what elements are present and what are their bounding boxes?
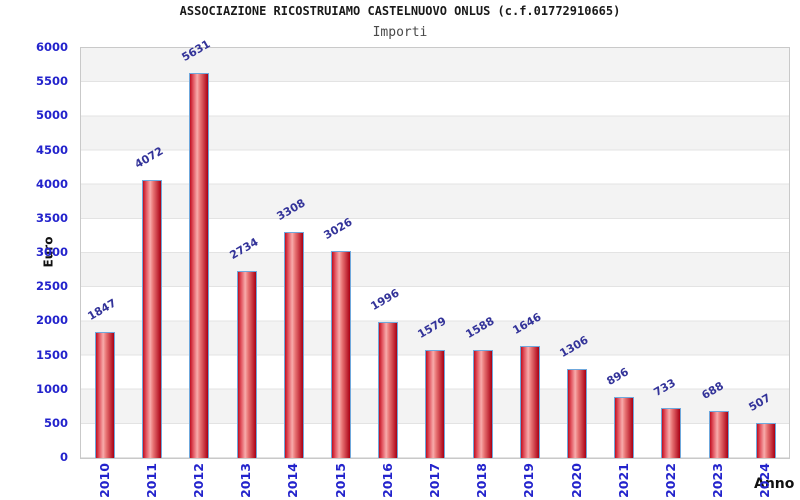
y-tick-label: 1000 <box>35 381 68 396</box>
x-tick-label: 2020 <box>568 462 584 498</box>
y-tick-label: 0 <box>59 450 68 464</box>
bar-2012 <box>189 73 210 458</box>
x-tick-label: 2015 <box>332 462 348 498</box>
bar-value-label: 896 <box>604 365 632 388</box>
bar-2013 <box>236 271 257 458</box>
x-tick-label: 2014 <box>285 462 301 498</box>
y-tick-label: 500 <box>43 415 68 430</box>
x-tick-label: 2022 <box>662 462 678 498</box>
x-tick-label: 2023 <box>710 462 726 498</box>
chart-subtitle: Importi <box>372 25 428 40</box>
y-tick-label: 4000 <box>35 176 68 191</box>
bar-value-label: 4072 <box>132 144 166 171</box>
bar-value-label: 2734 <box>227 235 261 263</box>
x-tick-label: 2012 <box>190 462 206 498</box>
y-tick-label: 5000 <box>35 108 68 123</box>
bar-value-label: 5631 <box>179 37 213 65</box>
bar-2016 <box>378 321 399 458</box>
bar-value-label: 3308 <box>274 196 308 223</box>
bar-2018 <box>472 349 493 458</box>
bar-2021 <box>614 396 635 458</box>
x-axis-title: Anno <box>754 476 795 492</box>
x-tick-label: 2013 <box>238 462 254 498</box>
y-tick-label: 1500 <box>35 347 68 362</box>
bar-2010 <box>95 331 115 458</box>
x-tick-label: 2017 <box>426 462 442 498</box>
y-tick-label: 5500 <box>35 74 68 89</box>
bar-2024 <box>755 423 776 458</box>
bar-2011 <box>142 179 163 458</box>
y-tick-label: 2000 <box>35 313 68 328</box>
bar-value-label: 1996 <box>368 286 402 313</box>
y-tick-label: 2500 <box>35 279 68 294</box>
bar-value-label: 733 <box>651 376 679 399</box>
y-tick-label: 3500 <box>35 210 68 225</box>
chart-title: ASSOCIAZIONE RICOSTRUIAMO CASTELNUOVO ON… <box>179 4 621 18</box>
bar-value-label: 3026 <box>321 215 355 243</box>
bar-value-label: 1579 <box>415 314 449 342</box>
x-tick-label: 2019 <box>521 462 537 498</box>
bar-2015 <box>331 251 351 458</box>
bar-value-label: 507 <box>746 391 773 415</box>
y-tick-label: 3000 <box>35 245 68 259</box>
x-tick-label: 2016 <box>379 462 395 498</box>
bar-value-label: 1306 <box>557 333 591 360</box>
bar-value-label: 1646 <box>510 309 544 337</box>
y-tick-label: 4500 <box>35 142 68 157</box>
bar-2022 <box>661 407 682 458</box>
bar-value-label: 688 <box>699 379 726 402</box>
bar-2014 <box>283 231 304 458</box>
bar-2019 <box>519 345 540 458</box>
x-tick-label: 2011 <box>143 462 159 498</box>
bar-2020 <box>567 368 587 458</box>
y-tick-label: 6000 <box>35 40 68 54</box>
bar-value-label: 1847 <box>85 296 119 323</box>
bar-value-label: 1588 <box>463 313 497 341</box>
x-tick-label: 2010 <box>96 462 112 498</box>
x-tick-label: 2024 <box>757 462 773 498</box>
x-tick-label: 2018 <box>474 462 490 498</box>
x-tick-label: 2021 <box>615 462 631 498</box>
bar-2017 <box>425 350 446 458</box>
bar-2023 <box>708 411 729 458</box>
plot-area: 1847 4072 5631 2734 3308 3026 1996 1579 1588 1646… <box>80 38 790 459</box>
